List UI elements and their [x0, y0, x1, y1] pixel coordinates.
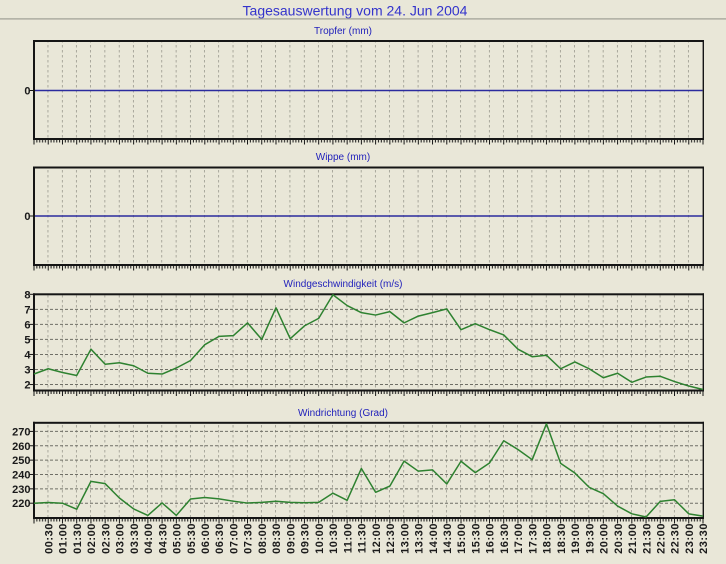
svg-text:Tropfer (mm): Tropfer (mm): [314, 26, 372, 37]
svg-text:11:30: 11:30: [357, 523, 369, 553]
svg-text:250: 250: [12, 455, 30, 467]
svg-text:04:30: 04:30: [157, 523, 169, 554]
svg-text:01:30: 01:30: [72, 523, 84, 554]
svg-text:7: 7: [24, 304, 30, 316]
svg-text:8: 8: [24, 289, 30, 301]
svg-text:6: 6: [24, 319, 30, 331]
svg-text:260: 260: [12, 441, 30, 453]
svg-text:11:00: 11:00: [342, 523, 354, 553]
svg-text:230: 230: [12, 484, 30, 496]
svg-text:02:30: 02:30: [100, 523, 112, 554]
svg-text:09:30: 09:30: [300, 523, 312, 554]
svg-text:220: 220: [12, 498, 30, 510]
svg-text:17:30: 17:30: [527, 523, 539, 554]
svg-text:18:30: 18:30: [556, 523, 568, 554]
svg-text:18:00: 18:00: [542, 523, 554, 554]
svg-text:Wippe (mm): Wippe (mm): [316, 152, 370, 163]
svg-text:4: 4: [24, 349, 31, 361]
svg-text:14:30: 14:30: [442, 523, 454, 554]
svg-text:08:00: 08:00: [257, 523, 269, 554]
svg-text:23:00: 23:00: [684, 523, 696, 554]
svg-text:00:30: 00:30: [43, 523, 55, 554]
svg-text:21:00: 21:00: [627, 523, 639, 554]
svg-text:19:30: 19:30: [584, 523, 596, 554]
svg-text:270: 270: [12, 426, 30, 438]
svg-text:07:00: 07:00: [228, 523, 240, 554]
svg-text:15:00: 15:00: [456, 523, 468, 554]
svg-text:13:00: 13:00: [399, 523, 411, 554]
svg-text:12:00: 12:00: [371, 523, 383, 554]
svg-text:03:00: 03:00: [115, 523, 127, 554]
svg-text:08:30: 08:30: [271, 523, 283, 554]
svg-text:Windrichtung (Grad): Windrichtung (Grad): [298, 408, 388, 419]
svg-text:12:30: 12:30: [385, 523, 397, 554]
svg-text:240: 240: [12, 469, 30, 481]
svg-text:17:00: 17:00: [513, 523, 525, 554]
svg-text:Tagesauswertung vom 24. Jun 20: Tagesauswertung vom 24. Jun 2004: [243, 3, 468, 19]
svg-text:21:30: 21:30: [641, 523, 653, 554]
svg-text:16:00: 16:00: [485, 523, 497, 554]
svg-text:22:00: 22:00: [656, 523, 668, 554]
svg-text:0: 0: [24, 211, 30, 223]
svg-text:07:30: 07:30: [243, 523, 255, 554]
svg-text:2: 2: [24, 380, 30, 392]
svg-text:14:00: 14:00: [428, 523, 440, 554]
svg-text:02:00: 02:00: [86, 523, 98, 554]
svg-text:05:30: 05:30: [186, 523, 198, 554]
svg-text:13:30: 13:30: [414, 523, 426, 554]
svg-text:Windgeschwindigkeit (m/s): Windgeschwindigkeit (m/s): [284, 279, 403, 290]
svg-text:03:30: 03:30: [129, 523, 141, 554]
svg-text:10:00: 10:00: [314, 523, 326, 554]
svg-text:10:30: 10:30: [328, 523, 340, 554]
svg-text:3: 3: [24, 365, 30, 377]
svg-text:16:30: 16:30: [499, 523, 511, 554]
svg-text:19:00: 19:00: [570, 523, 582, 554]
svg-text:01:00: 01:00: [58, 523, 70, 554]
svg-text:05:00: 05:00: [172, 523, 184, 554]
svg-text:20:30: 20:30: [613, 523, 625, 554]
svg-text:5: 5: [24, 334, 30, 346]
svg-text:09:00: 09:00: [285, 523, 297, 554]
svg-text:06:00: 06:00: [200, 523, 212, 554]
svg-text:0: 0: [24, 86, 30, 98]
svg-text:23:30: 23:30: [698, 523, 710, 554]
svg-text:20:00: 20:00: [599, 523, 611, 554]
svg-text:22:30: 22:30: [670, 523, 682, 554]
svg-text:06:30: 06:30: [214, 523, 226, 554]
svg-text:04:00: 04:00: [143, 523, 155, 554]
svg-text:15:30: 15:30: [470, 523, 482, 554]
